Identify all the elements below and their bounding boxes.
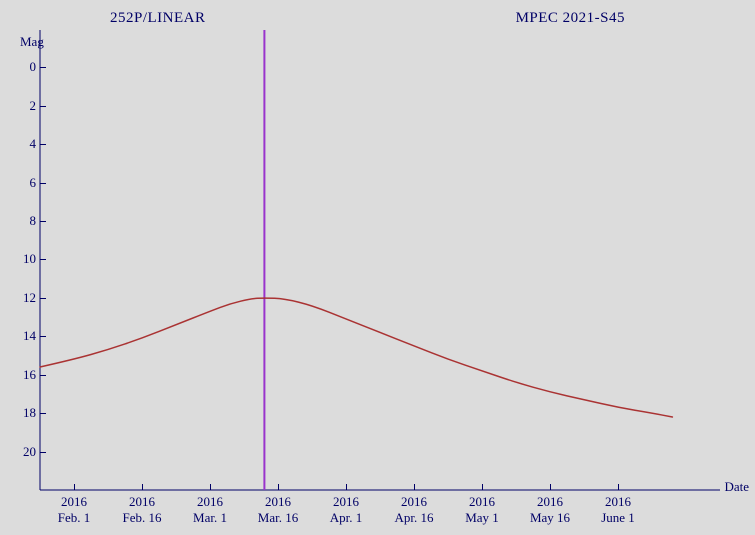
y-tick-label: 0: [6, 59, 36, 75]
x-tick-date: May 1: [465, 510, 499, 526]
y-tick-mark: [40, 375, 46, 376]
x-tick-year: 2016: [61, 494, 87, 510]
x-tick-mark: [74, 484, 75, 490]
y-tick-label: 6: [6, 175, 36, 191]
x-tick-mark: [618, 484, 619, 490]
x-tick-mark: [142, 484, 143, 490]
x-tick-mark: [278, 484, 279, 490]
y-tick-label: 16: [6, 367, 36, 383]
x-tick-date: Apr. 16: [395, 510, 434, 526]
x-tick-year: 2016: [129, 494, 155, 510]
y-tick-label: 2: [6, 98, 36, 114]
chart-svg: [0, 0, 755, 535]
x-tick-date: Apr. 1: [330, 510, 363, 526]
x-tick-mark: [482, 484, 483, 490]
y-tick-label: 18: [6, 405, 36, 421]
x-tick-mark: [210, 484, 211, 490]
x-tick-year: 2016: [605, 494, 631, 510]
y-tick-label: 12: [6, 290, 36, 306]
x-tick-date: Mar. 16: [258, 510, 298, 526]
chart-container: 252P/LINEAR MPEC 2021-S45 Mag Date 02468…: [0, 0, 755, 535]
x-tick-date: Mar. 1: [193, 510, 227, 526]
y-tick-label: 10: [6, 251, 36, 267]
y-tick-label: 14: [6, 328, 36, 344]
y-tick-mark: [40, 259, 46, 260]
x-tick-date: June 1: [601, 510, 635, 526]
x-tick-mark: [550, 484, 551, 490]
y-tick-mark: [40, 144, 46, 145]
y-tick-label: 4: [6, 136, 36, 152]
y-tick-mark: [40, 298, 46, 299]
x-tick-year: 2016: [469, 494, 495, 510]
y-tick-mark: [40, 336, 46, 337]
x-tick-date: May 16: [530, 510, 570, 526]
x-tick-date: Feb. 1: [58, 510, 91, 526]
y-tick-mark: [40, 106, 46, 107]
y-tick-mark: [40, 67, 46, 68]
x-tick-year: 2016: [265, 494, 291, 510]
x-tick-year: 2016: [537, 494, 563, 510]
y-tick-mark: [40, 452, 46, 453]
y-tick-mark: [40, 221, 46, 222]
x-tick-year: 2016: [333, 494, 359, 510]
y-tick-mark: [40, 413, 46, 414]
y-tick-label: 8: [6, 213, 36, 229]
x-tick-year: 2016: [401, 494, 427, 510]
y-tick-label: 20: [6, 444, 36, 460]
x-tick-mark: [414, 484, 415, 490]
x-tick-year: 2016: [197, 494, 223, 510]
x-tick-mark: [346, 484, 347, 490]
y-tick-mark: [40, 183, 46, 184]
x-tick-date: Feb. 16: [123, 510, 162, 526]
